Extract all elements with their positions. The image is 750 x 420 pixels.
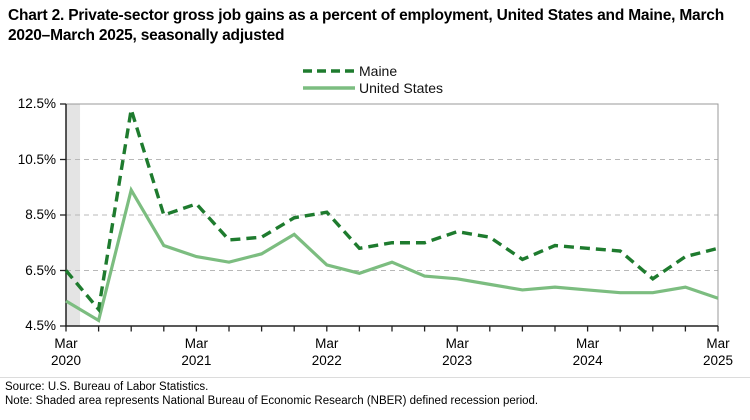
x-tick-label: Mar 2023 [442,336,473,368]
x-tick-label: Mar 2025 [702,336,734,368]
page-title: Chart 2. Private-sector gross job gains … [8,7,724,44]
x-tick-label: Mar 2022 [311,336,342,368]
chart-legend: Maine United States [303,62,443,96]
legend-item-maine: Maine [303,62,443,79]
legend-item-united-states: United States [303,79,443,96]
y-tick-label: 4.5% [25,318,56,333]
us-series-line [65,185,719,323]
solid-line-swatch-icon [303,85,355,90]
x-tick-label: Mar 2021 [181,336,212,368]
footer-divider [0,377,750,378]
source-text: Source: U.S. Bureau of Labor Statistics. [5,381,209,393]
y-tick-label: 10.5% [17,151,56,167]
y-tick-label: 6.5% [25,262,56,278]
y-tick-label: 8.5% [25,207,56,222]
dashed-line-swatch-icon [303,68,355,73]
x-tick-label: Mar 2020 [50,336,82,368]
y-tick-label: 12.5% [17,96,56,111]
x-tick-label: Mar 2024 [572,336,603,368]
legend-label: United States [359,79,444,96]
note-text: Note: Shaded area represents National Bu… [5,395,539,407]
maine-series-line [64,109,719,314]
legend-label: Maine [359,62,398,79]
